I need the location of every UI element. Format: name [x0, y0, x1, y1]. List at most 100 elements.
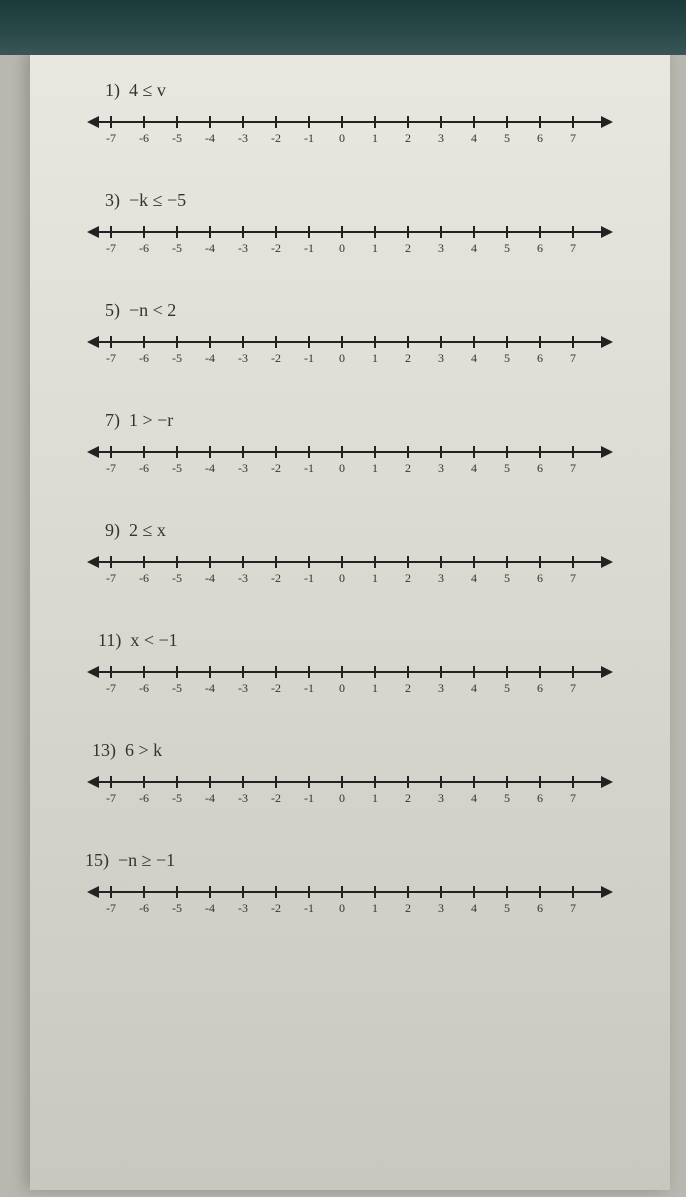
tick-label: 6 — [537, 571, 543, 586]
problem-5-expression: −n < 2 — [129, 300, 176, 320]
arrow-left-icon — [87, 556, 99, 568]
problem-3-label: 3) −k ≤ −5 — [105, 190, 650, 211]
tick-label: -4 — [205, 791, 215, 806]
tick-mark — [242, 556, 244, 568]
tick-label: 4 — [471, 791, 477, 806]
tick-label: -5 — [172, 461, 182, 476]
tick-mark — [374, 226, 376, 238]
tick-mark — [209, 776, 211, 788]
tick-mark — [407, 886, 409, 898]
tick-label: -2 — [271, 681, 281, 696]
axis-line — [95, 561, 605, 563]
tick-label: 1 — [372, 571, 378, 586]
axis-line — [95, 781, 605, 783]
tick-label: -6 — [139, 131, 149, 146]
tick-mark — [572, 776, 574, 788]
tick-mark — [539, 336, 541, 348]
problem-3: 3) −k ≤ −5 -7-6-5-4-3-2-101234567 — [50, 190, 650, 258]
tick-label: 1 — [372, 461, 378, 476]
tick-mark — [374, 336, 376, 348]
number-line-15: -7-6-5-4-3-2-101234567 — [95, 883, 605, 918]
tick-mark — [209, 226, 211, 238]
tick-label: 7 — [570, 571, 576, 586]
arrow-left-icon — [87, 446, 99, 458]
problem-11-expression: x < −1 — [130, 630, 177, 650]
number-line-1: -7-6-5-4-3-2-101234567 — [95, 113, 605, 148]
tick-label: -7 — [106, 351, 116, 366]
tick-mark — [176, 776, 178, 788]
page-top-shadow — [0, 0, 686, 55]
tick-label: 0 — [339, 241, 345, 256]
tick-label: 1 — [372, 131, 378, 146]
tick-mark — [506, 886, 508, 898]
problem-1-number: 1) — [105, 80, 120, 100]
tick-label: -3 — [238, 681, 248, 696]
worksheet-page: 1) 4 ≤ v -7-6-5-4-3-2-101234567 3) −k ≤ … — [30, 50, 670, 1190]
tick-label: -3 — [238, 571, 248, 586]
axis-line — [95, 671, 605, 673]
tick-label: 6 — [537, 131, 543, 146]
tick-mark — [308, 666, 310, 678]
tick-mark — [572, 446, 574, 458]
tick-mark — [308, 776, 310, 788]
arrow-right-icon — [601, 886, 613, 898]
tick-mark — [308, 556, 310, 568]
tick-label: -6 — [139, 681, 149, 696]
tick-mark — [209, 556, 211, 568]
tick-label: 7 — [570, 681, 576, 696]
tick-mark — [407, 226, 409, 238]
problem-13-expression: 6 > k — [125, 740, 162, 760]
tick-label: -1 — [304, 791, 314, 806]
problem-15-number: 15) — [85, 850, 109, 870]
tick-label: 5 — [504, 681, 510, 696]
number-line-9: -7-6-5-4-3-2-101234567 — [95, 553, 605, 588]
tick-mark — [539, 446, 541, 458]
tick-mark — [440, 556, 442, 568]
tick-mark — [473, 446, 475, 458]
arrow-left-icon — [87, 886, 99, 898]
tick-label: 5 — [504, 571, 510, 586]
arrow-right-icon — [601, 446, 613, 458]
tick-label: 6 — [537, 901, 543, 916]
tick-mark — [242, 116, 244, 128]
tick-label: 3 — [438, 131, 444, 146]
tick-label: -2 — [271, 131, 281, 146]
tick-mark — [308, 116, 310, 128]
arrow-left-icon — [87, 226, 99, 238]
tick-label: 1 — [372, 351, 378, 366]
tick-mark — [275, 776, 277, 788]
tick-label: 5 — [504, 351, 510, 366]
tick-label: -1 — [304, 901, 314, 916]
tick-label: 4 — [471, 461, 477, 476]
tick-mark — [440, 116, 442, 128]
tick-mark — [275, 226, 277, 238]
axis-line — [95, 341, 605, 343]
tick-label: 2 — [405, 901, 411, 916]
problem-11: 11) x < −1 -7-6-5-4-3-2-101234567 — [50, 630, 650, 698]
problem-13: 13) 6 > k -7-6-5-4-3-2-101234567 — [50, 740, 650, 808]
tick-mark — [440, 226, 442, 238]
tick-mark — [209, 116, 211, 128]
tick-mark — [110, 886, 112, 898]
number-line-13: -7-6-5-4-3-2-101234567 — [95, 773, 605, 808]
tick-label: -3 — [238, 241, 248, 256]
tick-label: -2 — [271, 461, 281, 476]
problem-7-expression: 1 > −r — [129, 410, 173, 430]
tick-label: -4 — [205, 571, 215, 586]
tick-label: -3 — [238, 791, 248, 806]
tick-mark — [110, 336, 112, 348]
tick-label: 3 — [438, 901, 444, 916]
tick-label: 3 — [438, 791, 444, 806]
tick-mark — [572, 226, 574, 238]
tick-label: 6 — [537, 461, 543, 476]
problem-1: 1) 4 ≤ v -7-6-5-4-3-2-101234567 — [50, 80, 650, 148]
tick-label: 3 — [438, 461, 444, 476]
tick-mark — [341, 886, 343, 898]
tick-label: -2 — [271, 241, 281, 256]
tick-label: -6 — [139, 571, 149, 586]
tick-mark — [572, 886, 574, 898]
arrow-right-icon — [601, 556, 613, 568]
arrow-right-icon — [601, 336, 613, 348]
tick-mark — [407, 336, 409, 348]
tick-label: -7 — [106, 901, 116, 916]
